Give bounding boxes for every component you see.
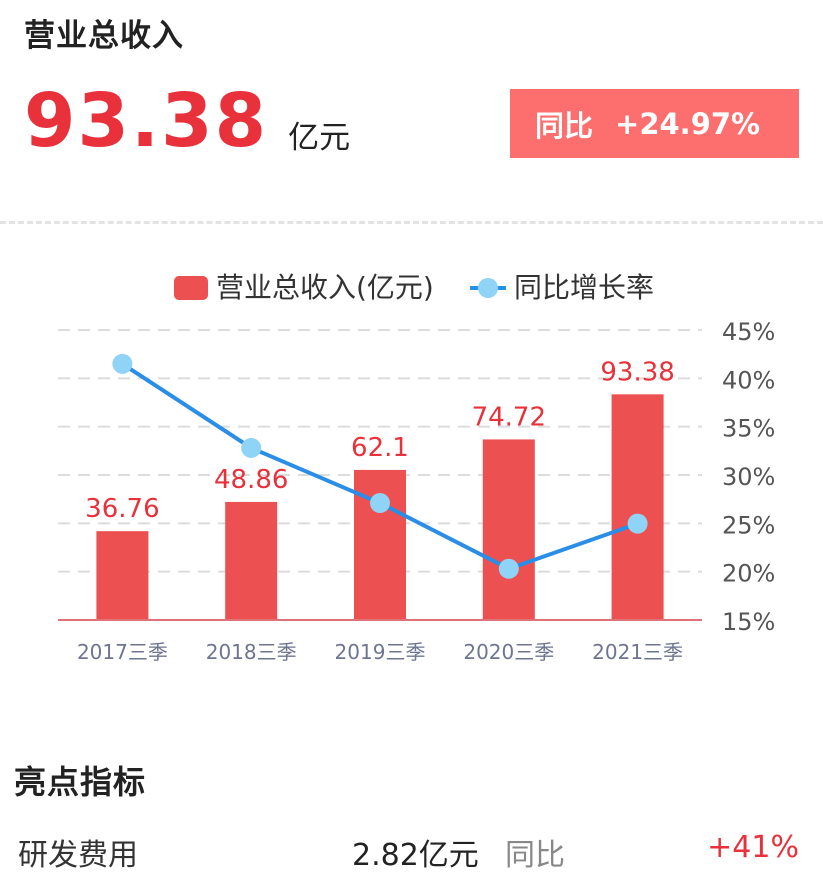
bar	[611, 394, 664, 620]
revenue-value: 93.38	[24, 78, 269, 164]
metric-value: 2.82亿元	[352, 838, 479, 873]
bar-value-label: 62.1	[351, 433, 409, 463]
yoy-badge-label: 同比	[535, 108, 594, 143]
x-tick-label: 2020三季	[463, 640, 554, 664]
metric-change: +41%	[707, 830, 799, 865]
bar	[96, 531, 149, 620]
growth-point	[627, 513, 648, 534]
x-tick-label: 2019三季	[335, 640, 426, 664]
x-tick-label: 2017三季	[77, 640, 168, 664]
metric-name: 研发费用	[18, 838, 138, 873]
y-tick-label: 30%	[722, 463, 775, 491]
revenue-chart: 45% 40% 35% 30% 25% 20% 15% 36.76 2017三季 48.86 201…	[58, 271, 775, 664]
y-tick-label: 40%	[722, 366, 775, 394]
bar-value-label: 36.76	[85, 494, 159, 524]
legend-line-marker	[478, 278, 498, 298]
dashed-divider	[0, 221, 823, 224]
bar-value-label: 74.72	[472, 402, 546, 432]
metric-row-rd[interactable]: 研发费用 2.82亿元 同比 +41%	[0, 826, 823, 876]
revenue-unit: 亿元	[288, 120, 351, 156]
legend-bar-swatch	[174, 276, 208, 300]
bar-value-label: 48.86	[214, 465, 288, 495]
highlights-title: 亮点指标	[14, 763, 147, 801]
bar	[482, 439, 535, 620]
growth-point	[112, 353, 133, 374]
x-tick-label: 2018三季	[206, 640, 297, 664]
y-tick-label: 15%	[722, 608, 775, 636]
page-title: 营业总收入	[24, 18, 184, 54]
yoy-badge-value: +24.97%	[615, 106, 761, 141]
yoy-badge: 同比 +24.97%	[510, 89, 799, 158]
legend-line-label: 同比增长率	[514, 271, 654, 304]
bar	[354, 469, 406, 620]
y-tick-label: 25%	[722, 511, 775, 539]
growth-point	[498, 558, 519, 579]
growth-point	[370, 493, 390, 514]
revenue-summary: 93.38 亿元	[24, 84, 350, 158]
metric-yoy-label: 同比	[505, 838, 565, 873]
x-tick-label: 2021三季	[592, 640, 683, 664]
legend-bar-label: 营业总收入(亿元)	[216, 271, 434, 304]
y-tick-label: 45%	[722, 318, 775, 346]
growth-point	[241, 437, 262, 458]
y-tick-label: 35%	[722, 415, 775, 443]
bar	[225, 501, 278, 620]
bar-value-label: 93.38	[600, 357, 674, 387]
y-tick-label: 20%	[722, 560, 775, 588]
